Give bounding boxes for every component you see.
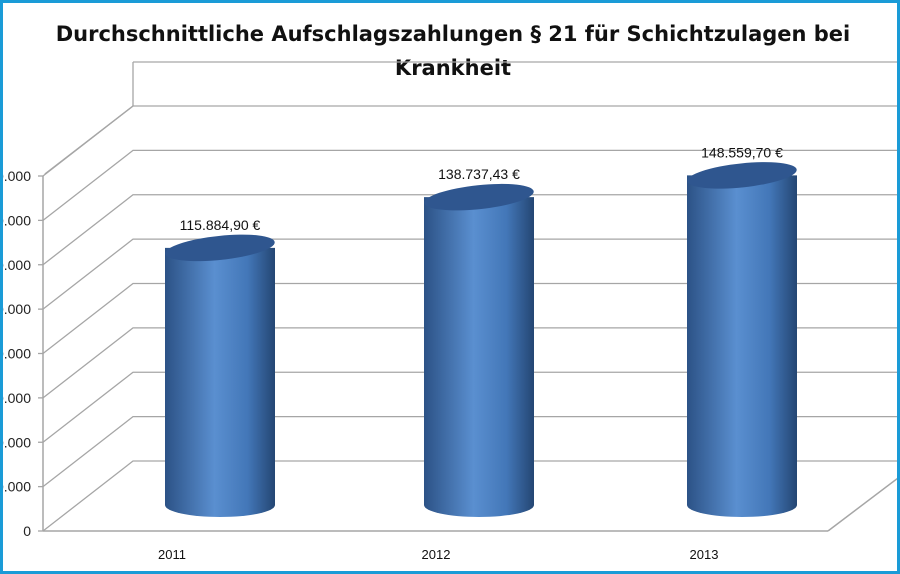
y-tick-label: 100.000: [3, 301, 31, 317]
back-wall-edge: [44, 105, 134, 175]
bar-top: [424, 183, 534, 211]
y-tick-label: 140.000: [3, 212, 31, 228]
gridline: [42, 149, 897, 221]
bar-body: [165, 247, 275, 517]
data-label: 148.559,70 €: [701, 144, 783, 160]
gridline: [42, 415, 897, 488]
gridline: [42, 282, 897, 355]
x-tick-label: 2012: [422, 547, 451, 562]
chart-title: Durchschnittliche Aufschlagszahlungen § …: [3, 17, 897, 85]
chart-title-line2: Krankheit: [394, 56, 512, 80]
chart-title-line1: Durchschnittliche Aufschlagszahlungen § …: [55, 22, 851, 46]
y-tick-label: 40.000: [3, 434, 31, 450]
y-tick-label: 80.000: [3, 346, 31, 362]
floor-right-edge: [827, 477, 897, 532]
bar-2013: [687, 162, 797, 517]
gridline: [42, 238, 897, 310]
y-tick-label: 120.000: [3, 257, 31, 273]
data-label: 138.737,43 €: [438, 166, 520, 182]
bar-2012: [424, 183, 534, 517]
bar-body: [687, 175, 797, 517]
gridline: [42, 371, 897, 443]
chart-svg: 0 20.000 40.000 60.000 80.000 100.000 120.000 1…: [3, 61, 897, 562]
x-tick-label: 2011: [158, 547, 186, 562]
bar-body: [424, 197, 534, 517]
bar-top: [687, 162, 797, 189]
bar-2011: [165, 234, 275, 517]
gridline: [42, 460, 897, 532]
gridline: [42, 327, 897, 399]
gridline: [42, 194, 897, 266]
data-label: 115.884,90 €: [180, 217, 261, 233]
y-tick-label: 60.000: [3, 390, 31, 406]
x-tick-label: 2013: [690, 547, 719, 562]
y-tick-label: 0: [23, 523, 31, 539]
bar-top: [165, 234, 275, 262]
y-tick-label: 20.000: [3, 479, 31, 495]
y-tick-label: 160.000: [3, 168, 31, 184]
